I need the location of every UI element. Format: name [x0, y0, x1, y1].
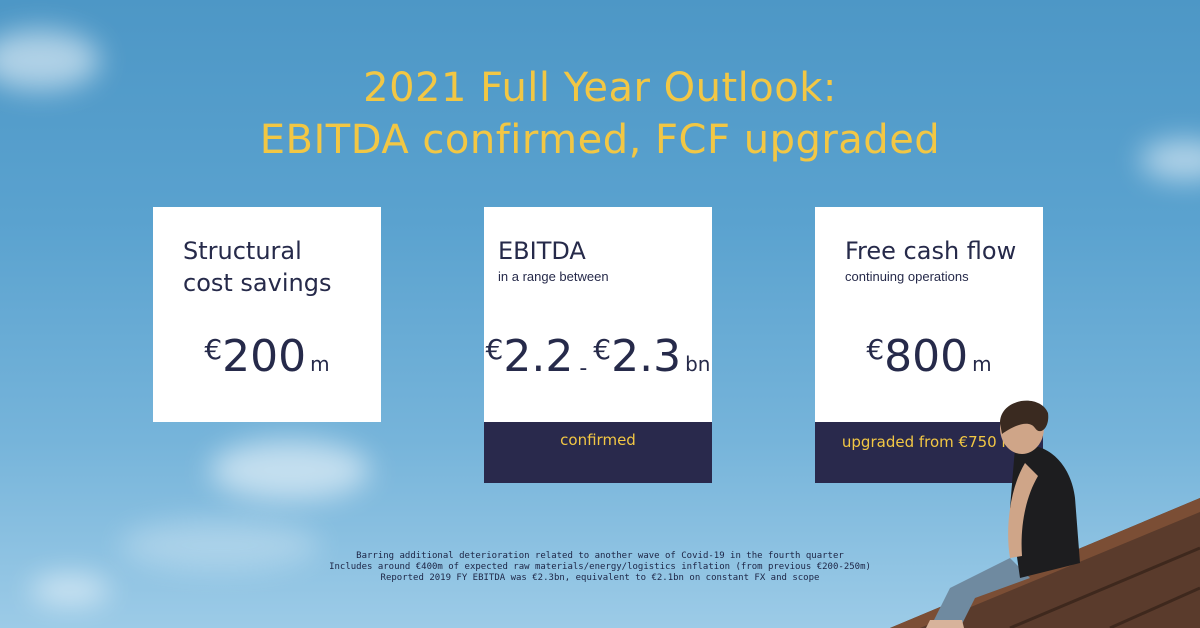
currency-symbol: €	[485, 333, 504, 366]
roof-line	[1009, 546, 1200, 628]
card-value-range: €2.2 -€2.3 bn	[484, 331, 712, 382]
currency-symbol-2: €	[593, 333, 612, 366]
person-on-roof-illustration	[890, 400, 1200, 628]
title-line-2: EBITDA confirmed, FCF upgraded	[259, 117, 941, 163]
footnote: Includes around €400m of expected raw ma…	[329, 562, 871, 572]
card-heading-line-1: Structural	[183, 237, 302, 265]
person-foot	[926, 620, 964, 628]
status-label: upgraded from €750 m	[841, 433, 1017, 451]
value-unit: m	[972, 352, 992, 376]
value-number: 800	[884, 331, 969, 382]
person-legs	[930, 558, 1030, 628]
status-band: confirmed	[484, 422, 712, 483]
card-subtitle: continuing operations	[845, 269, 969, 284]
footnote: Barring additional deterioration related…	[356, 551, 844, 561]
currency-symbol: €	[866, 333, 885, 366]
roof-line	[1109, 586, 1200, 628]
cloud	[30, 575, 110, 605]
card-subtitle: in a range between	[498, 269, 609, 284]
value-unit: m	[310, 352, 330, 376]
title-line-1: 2021 Full Year Outlook:	[363, 65, 837, 111]
cloud	[0, 30, 100, 90]
person-arm	[1008, 463, 1038, 558]
value-number: 200	[222, 331, 307, 382]
footnotes: Barring additional deterioration related…	[300, 551, 900, 584]
currency-symbol: €	[204, 333, 223, 366]
page-title: 2021 Full Year Outlook: EBITDA confirmed…	[0, 62, 1200, 166]
card-heading: Structural cost savings	[183, 235, 331, 299]
cloud	[210, 440, 370, 500]
range-separator: -	[579, 356, 588, 381]
person-hair	[1000, 400, 1049, 434]
footnote: Reported 2019 FY EBITDA was €2.3bn, equi…	[380, 573, 820, 583]
cloud	[120, 520, 320, 570]
value-high: 2.3	[611, 331, 682, 382]
card-ebitda: EBITDA in a range between €2.2 -€2.3 bn co…	[484, 207, 712, 483]
value-unit: bn	[685, 352, 711, 376]
status-label: confirmed	[560, 431, 636, 449]
card-heading: EBITDA	[498, 237, 586, 265]
value-low: 2.2	[503, 331, 574, 382]
card-heading: Free cash flow	[845, 237, 1017, 265]
status-band: upgraded from €750 m	[815, 422, 1043, 483]
card-value: €200 m	[153, 331, 381, 382]
card-structural-cost-savings: Structural cost savings €200 m	[153, 207, 381, 422]
card-value: €800 m	[815, 331, 1043, 382]
card-heading-line-2: cost savings	[183, 269, 332, 297]
